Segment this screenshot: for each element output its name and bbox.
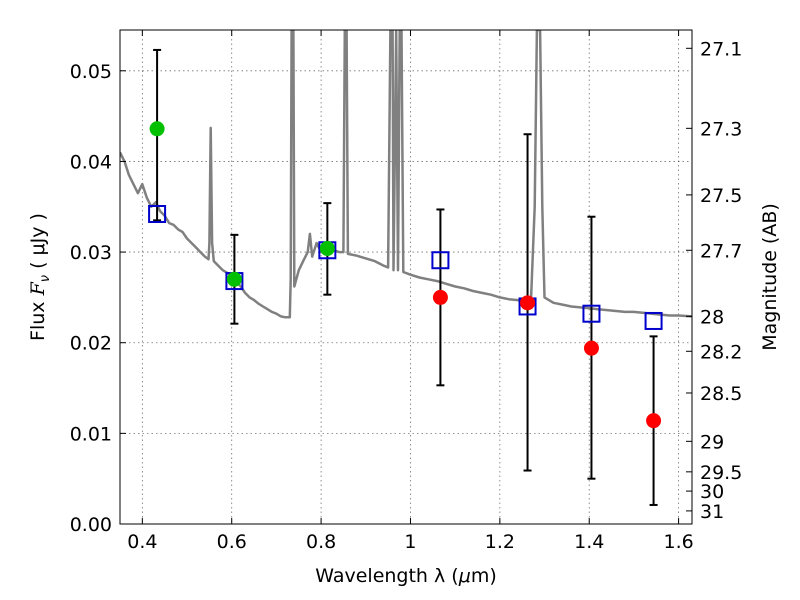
y2-tick-label: 27.7 [700, 240, 742, 262]
data-point-marker [520, 295, 536, 311]
y-tick-label: 0.00 [70, 514, 112, 536]
x-tick-label: 1 [404, 531, 416, 553]
data-point-marker [432, 289, 448, 305]
x-tick-label: 1.4 [574, 531, 604, 553]
data-point-marker [583, 340, 599, 356]
y-tick-label: 0.01 [70, 423, 112, 445]
model-spectrum [120, 30, 692, 319]
y2-tick-label: 28.5 [700, 383, 742, 405]
y-tick-label: 0.04 [70, 151, 112, 173]
model-square-marker [582, 304, 601, 323]
y2-tick-label: 27.1 [700, 38, 742, 60]
axis-ticks: 0.4 0.6 0.8 1 1.2 1.4 1.6 0.00 0.01 0.02 0.03 0.04 0… [70, 30, 742, 553]
model-square-marker [431, 251, 450, 270]
y2-tick-label: 29 [700, 431, 724, 453]
spectrum-line [120, 30, 692, 319]
data-point-marker [149, 121, 165, 137]
y2-tick-label: 27.5 [700, 185, 742, 207]
y2-tick-label: 28 [700, 306, 724, 328]
y-tick-label: 0.05 [70, 61, 112, 83]
data-point-marker [646, 413, 662, 429]
x-tick-label: 0.6 [217, 531, 247, 553]
y2-tick-label: 27.3 [700, 118, 742, 140]
y-tick-label: 0.02 [70, 333, 112, 355]
model-square-marker [148, 205, 167, 224]
y2-tick-label: 29.5 [700, 462, 742, 484]
data-point-marker [319, 240, 335, 256]
y2-axis-label: Magnitude (AB) [759, 203, 781, 351]
y2-tick-label: 30 [700, 481, 724, 503]
model-square-marker [644, 311, 663, 330]
x-tick-label: 0.4 [127, 531, 157, 553]
x-axis-label: Wavelength λ (μm) [315, 565, 496, 587]
y-axis-label: Flux Fν ( μJy ) [27, 213, 53, 341]
x-tick-label: 0.8 [306, 531, 336, 553]
data-point-marker [226, 271, 242, 287]
plot-area [120, 30, 692, 506]
y2-tick-label: 28.2 [700, 341, 742, 363]
y-tick-label: 0.03 [70, 242, 112, 264]
y2-tick-label: 31 [700, 501, 724, 523]
observed-photometry-points [149, 121, 662, 429]
model-photometry-squares [148, 205, 663, 330]
grid [120, 30, 692, 525]
plot-frame [119, 29, 693, 525]
x-tick-label: 1.2 [485, 531, 515, 553]
x-tick-label: 1.6 [663, 531, 693, 553]
